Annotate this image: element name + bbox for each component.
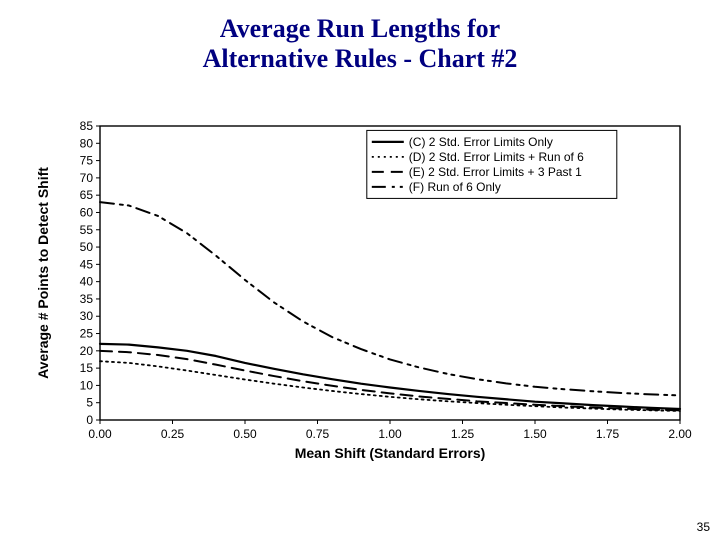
svg-text:35: 35 xyxy=(80,292,94,306)
svg-text:1.50: 1.50 xyxy=(523,427,547,441)
svg-text:25: 25 xyxy=(80,327,94,341)
svg-text:30: 30 xyxy=(80,309,94,323)
svg-text:65: 65 xyxy=(80,188,94,202)
svg-text:(F) Run of 6 Only: (F) Run of 6 Only xyxy=(409,180,501,194)
svg-text:55: 55 xyxy=(80,223,94,237)
title-line2: Alternative Rules - Chart #2 xyxy=(203,44,518,73)
title-line1: Average Run Lengths for xyxy=(220,14,500,43)
svg-text:2.00: 2.00 xyxy=(668,427,692,441)
svg-text:0.50: 0.50 xyxy=(233,427,257,441)
line-chart: 0 5 10 15 20 25 30 35 40 45 50 55 60 65 70 75 80 85 0.00 0.… xyxy=(28,120,692,470)
svg-text:(C) 2 Std. Error Limits Only: (C) 2 Std. Error Limits Only xyxy=(409,135,553,149)
chart-container: 0 5 10 15 20 25 30 35 40 45 50 55 60 65 70 75 80 85 0.00 0.… xyxy=(28,120,692,470)
svg-text:1.25: 1.25 xyxy=(451,427,475,441)
svg-text:10: 10 xyxy=(80,378,94,392)
svg-text:60: 60 xyxy=(80,205,94,219)
svg-text:0.75: 0.75 xyxy=(306,427,330,441)
page-number: 35 xyxy=(697,520,710,534)
svg-text:70: 70 xyxy=(80,171,94,185)
svg-text:80: 80 xyxy=(80,136,94,150)
svg-text:50: 50 xyxy=(80,240,94,254)
svg-text:Mean Shift (Standard Errors): Mean Shift (Standard Errors) xyxy=(295,445,486,461)
svg-text:1.75: 1.75 xyxy=(596,427,620,441)
svg-text:85: 85 xyxy=(80,120,94,133)
svg-text:1.00: 1.00 xyxy=(378,427,402,441)
svg-text:0: 0 xyxy=(86,413,93,427)
svg-text:0.25: 0.25 xyxy=(161,427,185,441)
svg-text:Average # Points to Detect Shi: Average # Points to Detect Shift xyxy=(35,167,51,379)
chart-title: Average Run Lengths for Alternative Rule… xyxy=(0,0,720,74)
svg-text:5: 5 xyxy=(86,396,93,410)
svg-text:15: 15 xyxy=(80,361,94,375)
svg-text:40: 40 xyxy=(80,275,94,289)
svg-text:(D) 2 Std. Error Limits + Run: (D) 2 Std. Error Limits + Run of 6 xyxy=(409,150,584,164)
svg-text:0.00: 0.00 xyxy=(88,427,112,441)
svg-text:(E) 2 Std. Error Limits + 3 Pa: (E) 2 Std. Error Limits + 3 Past 1 xyxy=(409,165,582,179)
svg-text:75: 75 xyxy=(80,154,94,168)
svg-text:45: 45 xyxy=(80,257,94,271)
svg-text:20: 20 xyxy=(80,344,94,358)
